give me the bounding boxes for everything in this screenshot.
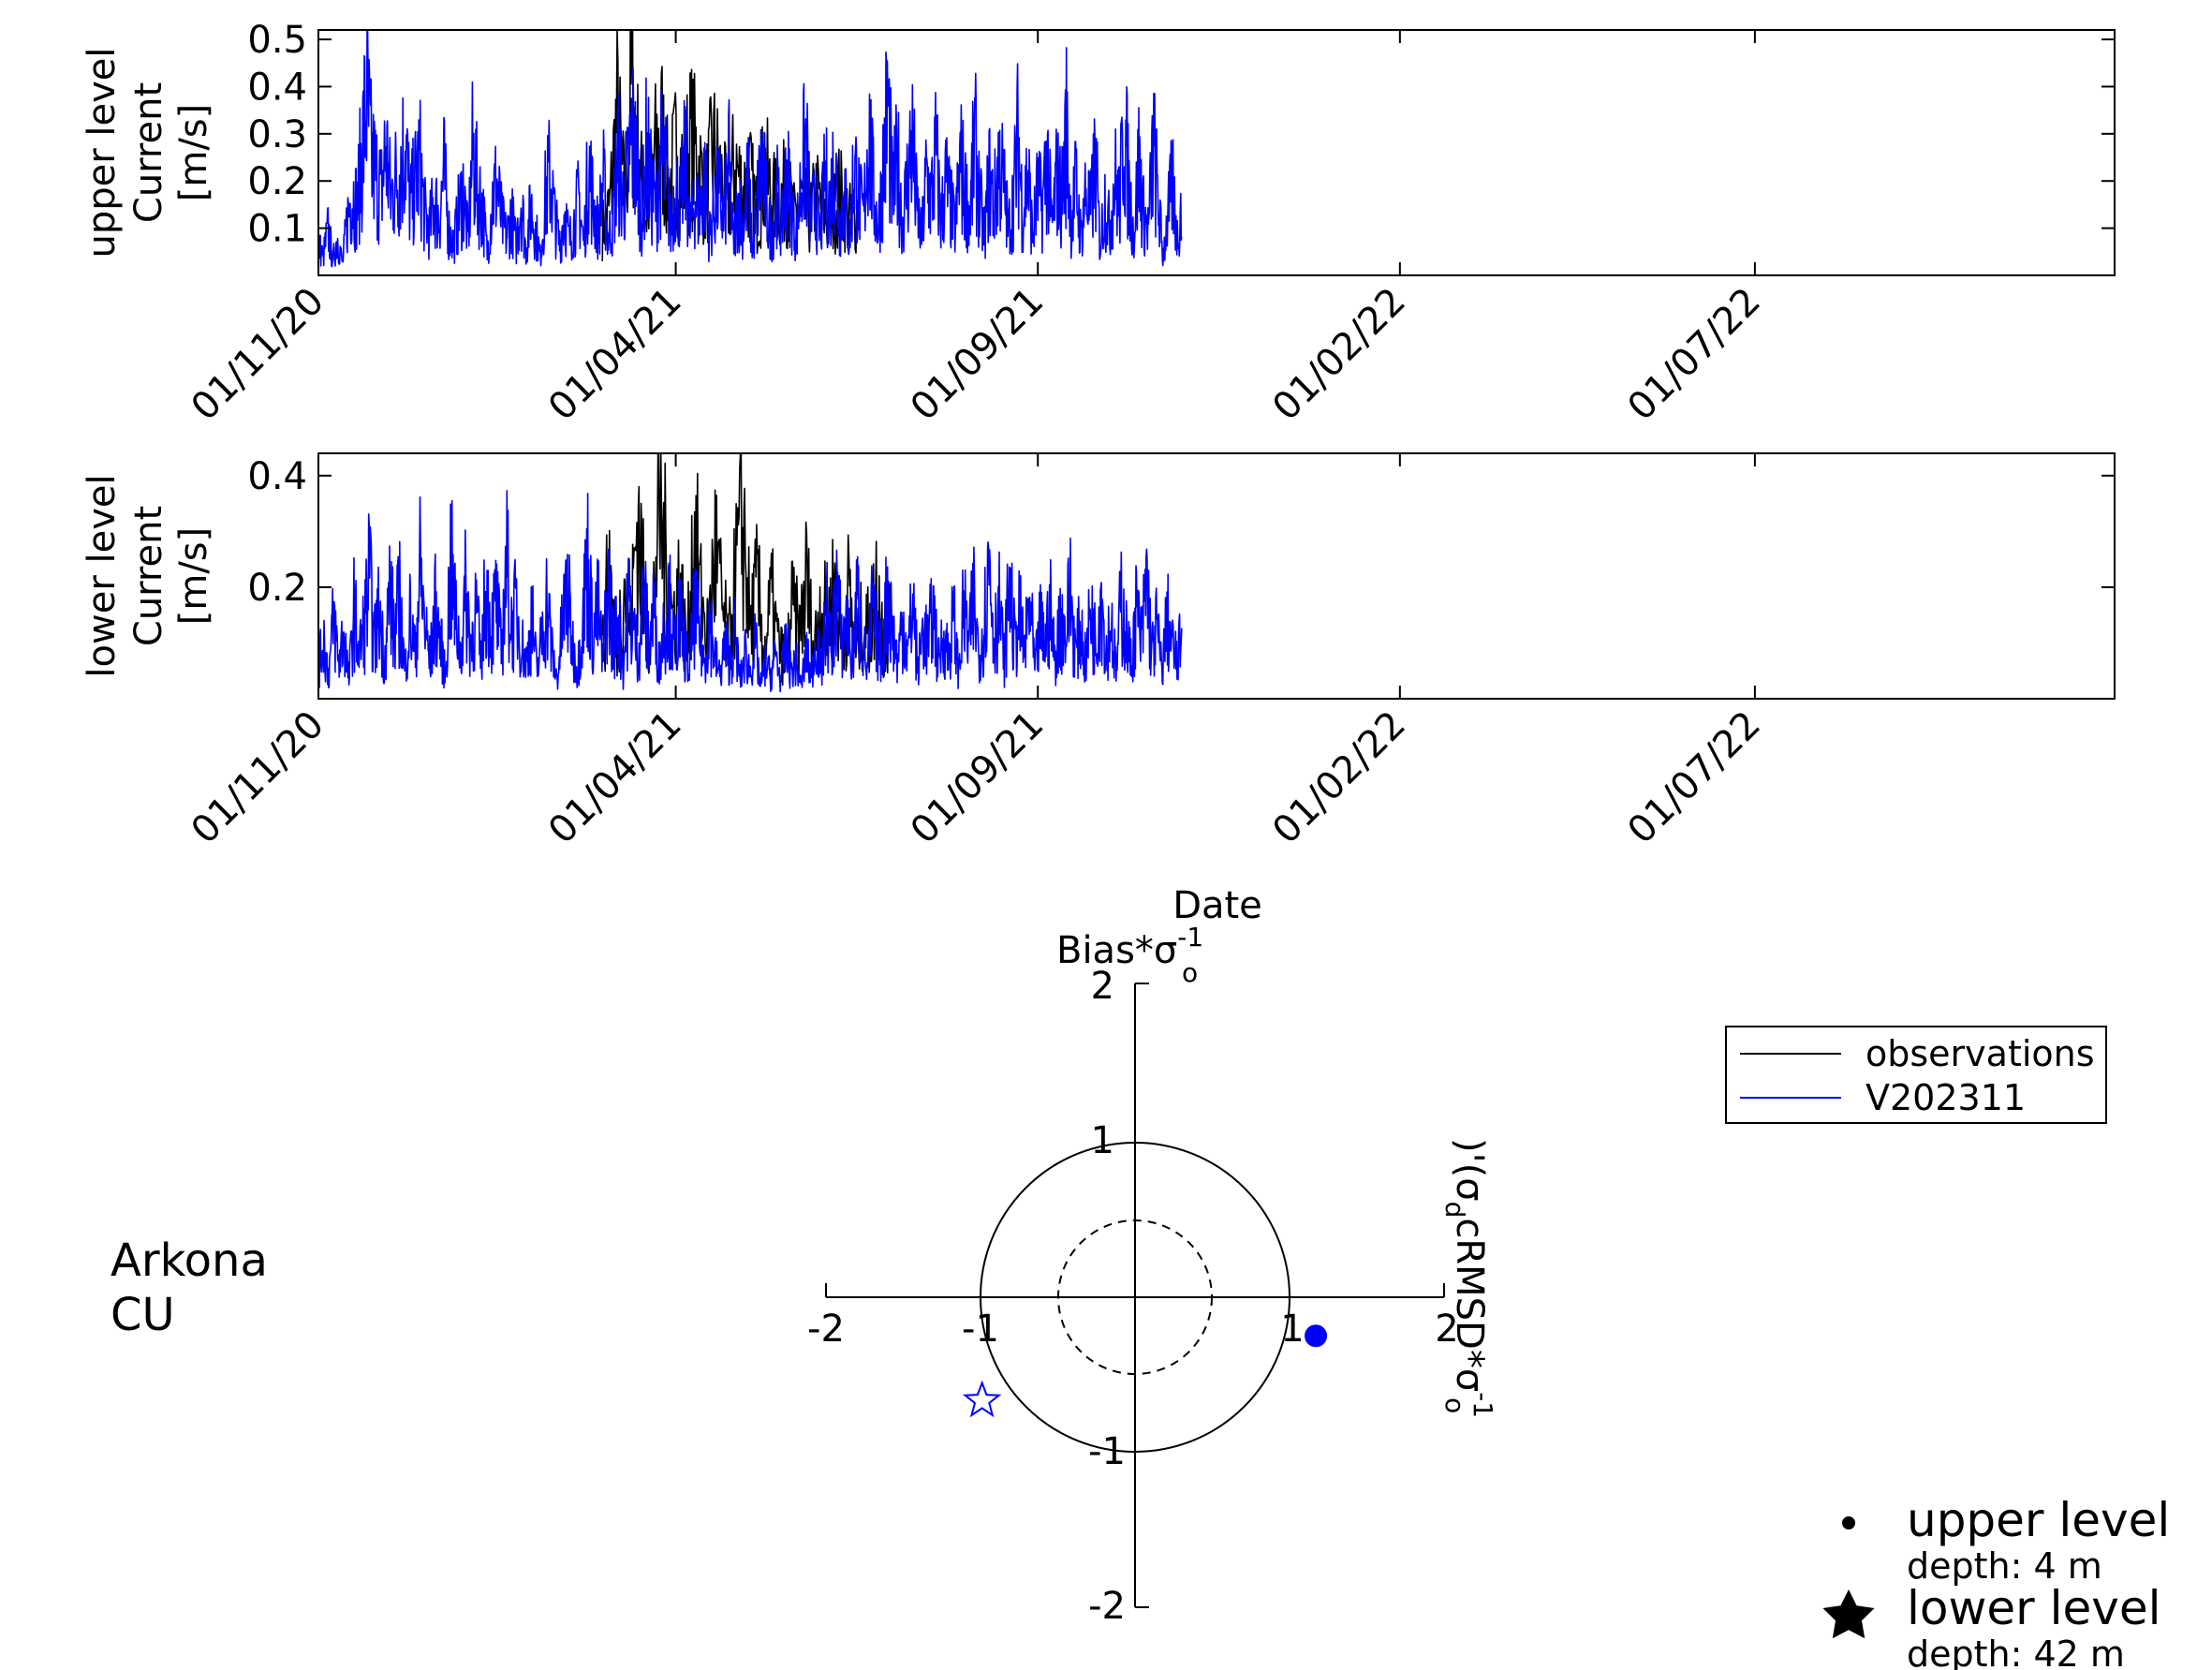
lower-ytick-label: 0.4	[247, 455, 307, 498]
upper-ytick-label: 0.5	[247, 19, 307, 62]
lower-axes-box	[317, 452, 2116, 700]
lower-xtick-label: 01/04/21	[540, 703, 690, 853]
upper-ylabel-line1: upper level	[81, 47, 124, 258]
target-xtick-label-m2: -2	[807, 1308, 845, 1351]
upper-ylabel-line3: [m/s]	[172, 104, 215, 202]
target-xtick-label-m1: -1	[962, 1308, 999, 1351]
target-diagram: -2 -1 1 2 2 1 -1 -2 Bias*σ-1 o )'(σdcRMS…	[807, 922, 1498, 1628]
station-name: Arkona	[111, 1234, 268, 1287]
target-ylabel-main: Bias*σ	[1056, 929, 1177, 972]
key-lower-detail: depth: 42 m	[1907, 1633, 2125, 1670]
upper-xtick-label: 01/11/20	[184, 280, 333, 430]
target-xlabel-sub: o	[1439, 1397, 1470, 1413]
legend-box	[1725, 1026, 2107, 1124]
target-xlabel-extra-tail: )'	[1448, 1138, 1491, 1163]
upper-ytick-label: 0.3	[247, 113, 307, 156]
lower-ylabel-line2: Current	[127, 506, 170, 646]
key-upper-detail: depth: 4 m	[1907, 1545, 2102, 1587]
target-ytick-label-m2: -2	[1088, 1585, 1126, 1628]
target-unit-circle	[980, 1142, 1290, 1453]
upper-series-layer	[317, 29, 1183, 268]
lower-ylabel-line1: lower level	[81, 474, 124, 677]
lower-ytick-label: 0.2	[247, 567, 307, 610]
target-ylabel: Bias*σ-1	[1056, 922, 1203, 972]
target-point-upper-dot	[1305, 1324, 1328, 1348]
lower-series-model	[317, 490, 1183, 693]
legend-label-observations: observations	[1865, 1033, 2095, 1074]
target-xlabel-main: cRMSD*σ	[1448, 1218, 1491, 1392]
target-xlabel-sup: -1	[1467, 1392, 1498, 1418]
upper-ytick-label: 0.1	[247, 208, 307, 251]
target-xlabel-extra: (σ	[1448, 1163, 1491, 1202]
target-point-lower-star	[962, 1380, 1002, 1418]
marker-key: upper level depth: 4 m lower level depth…	[1822, 1493, 2170, 1670]
lower-xtick-label: 01/07/22	[1619, 703, 1769, 853]
target-xtick-label-p2: 2	[1435, 1308, 1458, 1351]
target-half-circle	[1057, 1219, 1213, 1375]
lower-xtick-label: 01/11/20	[184, 703, 333, 853]
key-dot-icon	[1842, 1516, 1855, 1530]
target-xtick-label-p1: 1	[1280, 1308, 1304, 1351]
upper-xtick-label: 01/02/22	[1264, 280, 1414, 430]
target-ylabel-sub: o	[1182, 957, 1198, 988]
key-star-icon	[1822, 1589, 1875, 1639]
lower-series-layer	[317, 452, 1183, 693]
upper-xtick-label: 01/04/21	[540, 280, 690, 430]
upper-ylabel-line2: Current	[127, 82, 170, 223]
target-xlabel: )'(σdcRMSD*σ-1o	[1439, 1138, 1498, 1418]
station-variable: CU	[111, 1289, 175, 1341]
lower-xlabel: Date	[1172, 884, 1262, 927]
target-ytick-label-p2: 2	[1091, 965, 1114, 1008]
lower-current-panel: 0.2 0.4 01/11/20 01/04/21 01/09/21 01/02/22 01…	[81, 452, 2116, 927]
upper-xtick-label: 01/09/21	[903, 280, 1053, 430]
upper-xtick-label: 01/07/22	[1619, 280, 1769, 430]
upper-ytick-label: 0.2	[247, 160, 307, 203]
key-upper-label: upper level	[1907, 1493, 2170, 1547]
target-ytick-label-p1: 1	[1091, 1119, 1114, 1162]
upper-axes-box	[317, 29, 2116, 276]
upper-ytick-label: 0.4	[247, 66, 307, 109]
target-points-layer	[962, 1324, 1328, 1418]
upper-series-model	[317, 29, 1183, 268]
legend-label-model: V202311	[1865, 1077, 2026, 1118]
legend: observations V202311	[1725, 1026, 2107, 1124]
target-xlabel-extra-sub: d	[1439, 1202, 1470, 1219]
key-lower-label: lower level	[1907, 1581, 2160, 1635]
upper-current-panel: 0.1 0.20.30.40.5 01/11/20 01/04/21 01/09/21 0…	[81, 19, 2116, 430]
lower-ylabel-line3: [m/s]	[172, 527, 215, 626]
target-ylabel-sup: -1	[1177, 922, 1203, 953]
lower-xtick-label: 01/09/21	[903, 703, 1053, 853]
target-ytick-label-m1: -1	[1088, 1430, 1126, 1473]
lower-xtick-label: 01/02/22	[1264, 703, 1414, 853]
